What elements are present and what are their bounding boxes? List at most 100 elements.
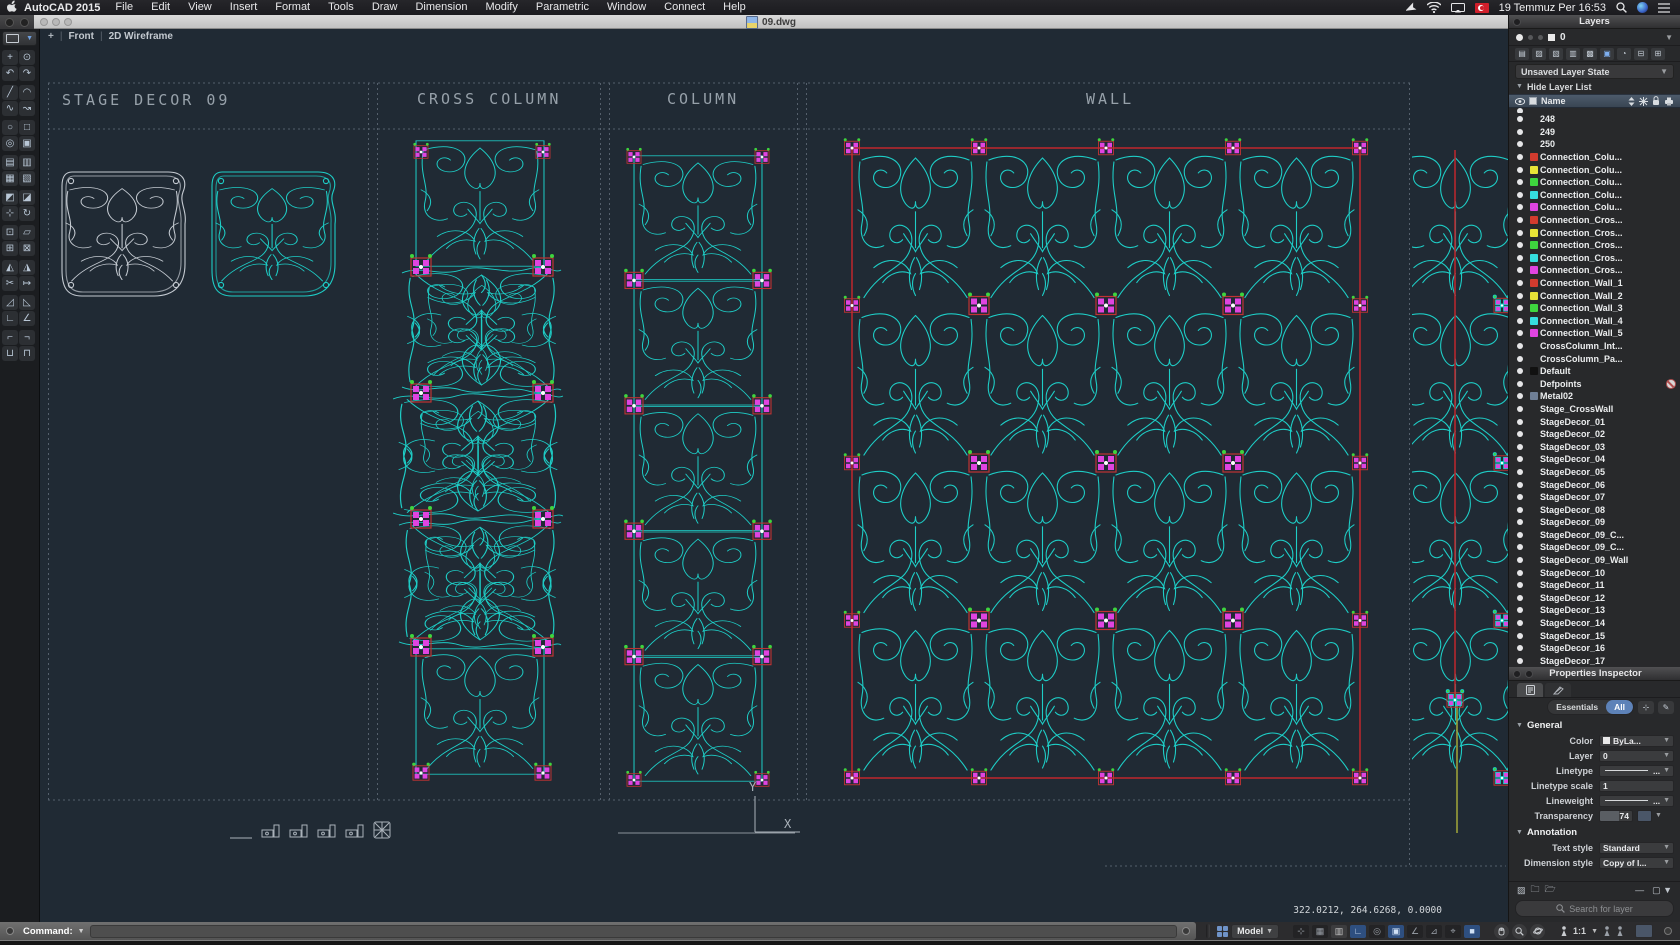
layer-row[interactable]: StageDecor_06 <box>1509 478 1680 491</box>
tab-materials[interactable] <box>1545 683 1571 697</box>
select-object-icon[interactable]: ⊹ <box>1638 700 1654 714</box>
surface-tool-icon[interactable]: ◪ <box>19 190 35 205</box>
menu-item-file[interactable]: File <box>115 1 134 13</box>
linetype-scale-input[interactable]: 1 <box>1599 779 1674 792</box>
layer-visibility-dot[interactable] <box>1513 443 1527 450</box>
rotate-tool-icon[interactable]: ↻ <box>19 206 35 221</box>
layer-row[interactable]: Connection_Colu... <box>1509 201 1680 214</box>
layout-grid-icon[interactable] <box>1217 925 1229 937</box>
layers-panel-header[interactable]: Layers <box>1509 15 1680 29</box>
palette-collapse-button[interactable] <box>20 17 29 27</box>
annotation-scale-value[interactable]: 1:1 <box>1573 926 1587 936</box>
fillet-tool-icon[interactable]: ◿ <box>2 295 18 310</box>
sort-column-icon[interactable] <box>1628 96 1635 106</box>
layer-row[interactable]: StageDecor_07 <box>1509 491 1680 504</box>
layer-color-swatch[interactable] <box>1527 153 1540 162</box>
layer-row[interactable]: Connection_Colu... <box>1509 176 1680 189</box>
join-tool-icon[interactable]: ⊔ <box>2 346 18 361</box>
layer-row[interactable]: StageDecor_03 <box>1509 440 1680 453</box>
layer-row[interactable]: StageDecor_08 <box>1509 503 1680 516</box>
layer-visibility-dot[interactable] <box>1513 305 1527 312</box>
area-tool-icon[interactable]: ¬ <box>19 330 35 345</box>
rectangle-tool-icon[interactable]: □ <box>19 120 35 135</box>
visibility-column-icon[interactable] <box>1515 97 1525 105</box>
print-column-icon[interactable] <box>1664 97 1674 106</box>
layer-row[interactable]: 250 <box>1509 138 1680 151</box>
region-tool-icon[interactable]: ▣ <box>19 136 35 151</box>
wifi-icon[interactable] <box>1426 2 1441 13</box>
layer-visibility-dot[interactable] <box>1513 280 1527 287</box>
new-layer-button[interactable]: ▤ <box>1515 47 1529 60</box>
layer-row[interactable]: StageDecor_02 <box>1509 428 1680 441</box>
layer-color-swatch[interactable] <box>1527 241 1540 250</box>
text-style-select[interactable]: Standard ▼ <box>1599 841 1674 854</box>
stage-decor-tile-gray[interactable] <box>62 172 185 296</box>
trim-tool-icon[interactable]: ✂ <box>2 276 18 291</box>
layer-row[interactable] <box>1509 108 1680 113</box>
layer-visibility-dot[interactable] <box>1513 456 1527 463</box>
menu-item-parametric[interactable]: Parametric <box>535 1 590 13</box>
select-tool-icon[interactable]: + <box>2 50 18 65</box>
layer-visibility-dot[interactable] <box>1513 254 1527 261</box>
segment-essentials[interactable]: Essentials <box>1556 702 1599 712</box>
layer-visibility-dot[interactable] <box>1513 557 1527 564</box>
lock-layer-button[interactable]: ⊟ <box>1634 47 1648 60</box>
layer-visibility-dot[interactable] <box>1513 594 1527 601</box>
layer-search-input[interactable]: Search for layer <box>1515 900 1674 917</box>
layer-row[interactable]: Connection_Colu... <box>1509 151 1680 164</box>
layer-visibility-dot[interactable] <box>1513 154 1527 161</box>
layer-visibility-dot[interactable] <box>1513 380 1527 387</box>
isolate-layer-button[interactable]: ▩ <box>1583 47 1597 60</box>
layer-visibility-dot[interactable] <box>1513 582 1527 589</box>
layer-row[interactable]: StageDecor_04 <box>1509 453 1680 466</box>
layer-row[interactable]: Connection_Wall_2 <box>1509 289 1680 302</box>
layer-visibility-dot[interactable] <box>1513 242 1527 249</box>
viewport-view-control[interactable]: Front <box>68 31 94 42</box>
block-insert-icon[interactable]: ▦ <box>2 171 18 186</box>
layer-row[interactable]: StageDecor_01 <box>1509 415 1680 428</box>
layer-row[interactable]: StageDecor_09_C... <box>1509 529 1680 542</box>
menu-item-format[interactable]: Format <box>275 1 311 13</box>
copy-tool-icon[interactable]: ⊞ <box>2 241 18 256</box>
snap-mode-toggle[interactable]: ▦ <box>1312 924 1329 938</box>
layer-row[interactable]: Connection_Wall_5 <box>1509 327 1680 340</box>
viewport-visual-style-control[interactable]: 2D Wireframe <box>108 31 173 42</box>
chamfer-tool-icon[interactable]: ◺ <box>19 295 35 310</box>
color-column-icon[interactable] <box>1529 97 1537 105</box>
layer-color-swatch[interactable] <box>1527 203 1540 212</box>
delete-layer-button[interactable]: ▧ <box>1549 47 1563 60</box>
layer-visibility-dot[interactable] <box>1513 431 1527 438</box>
layer-row[interactable]: StageDecor_15 <box>1509 629 1680 642</box>
location-icon[interactable] <box>1405 2 1417 13</box>
display-mirroring-icon[interactable] <box>1450 2 1465 13</box>
layer-table-header[interactable]: Name <box>1509 94 1680 108</box>
command-input[interactable] <box>89 924 1178 938</box>
palette-mode-button[interactable]: ▼ <box>2 31 37 46</box>
layer-row[interactable]: StageDecor_10 <box>1509 566 1680 579</box>
layer-row[interactable]: StageDecor_12 <box>1509 592 1680 605</box>
layer-visibility-dot[interactable] <box>1513 418 1527 425</box>
tab-properties[interactable] <box>1517 683 1543 697</box>
offset-tool-icon[interactable]: ◮ <box>19 260 35 275</box>
layer-color-swatch[interactable] <box>1527 279 1540 288</box>
layer-row[interactable]: StageDecor_14 <box>1509 617 1680 630</box>
general-section-title[interactable]: ▼ General <box>1516 719 1563 731</box>
layer-visibility-dot[interactable] <box>1513 405 1527 412</box>
spline-tool-icon[interactable]: ↝ <box>19 101 35 116</box>
layer-row[interactable]: Connection_Wall_4 <box>1509 315 1680 328</box>
layer-visibility-dot[interactable] <box>1513 292 1527 299</box>
menu-item-dimension[interactable]: Dimension <box>415 1 468 13</box>
dynamic-input-toggle[interactable]: ⌖ <box>1445 924 1462 938</box>
layer-row[interactable]: StageDecor_13 <box>1509 604 1680 617</box>
palette-close-button[interactable] <box>5 17 14 27</box>
close-window-button[interactable] <box>40 18 48 26</box>
layer-row[interactable]: StageDecor_09_Wall <box>1509 554 1680 567</box>
unlock-layer-button[interactable]: ⊞ <box>1651 47 1665 60</box>
dim-angular-icon[interactable]: ∠ <box>19 311 35 326</box>
new-layer-from-selected-button[interactable]: ▨ <box>1532 47 1546 60</box>
edit-properties-icon[interactable]: ✎ <box>1658 700 1674 714</box>
layer-color-swatch[interactable] <box>1527 392 1540 401</box>
layer-row[interactable]: StageDecor_05 <box>1509 466 1680 479</box>
layer-visibility-dot[interactable] <box>1513 229 1527 236</box>
cross-column-drawing[interactable] <box>393 141 563 774</box>
